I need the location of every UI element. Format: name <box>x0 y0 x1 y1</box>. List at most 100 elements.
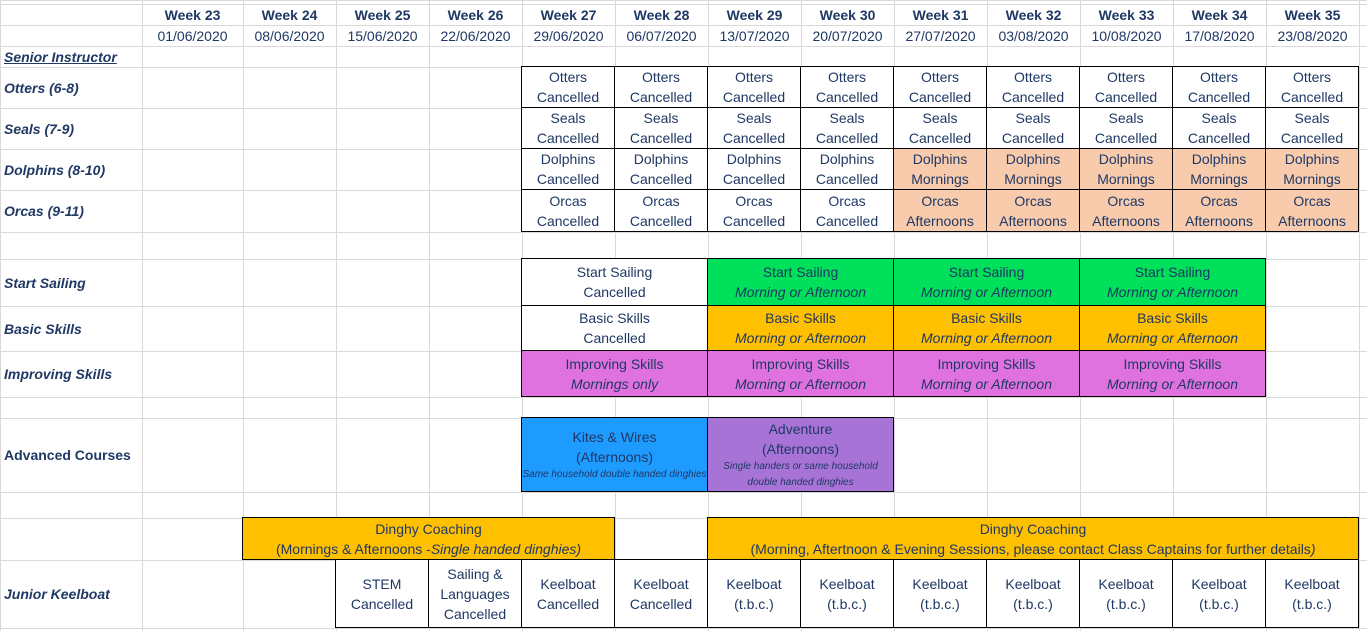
session-name: Basic Skills <box>765 310 836 326</box>
session-status: Cancelled <box>629 130 693 146</box>
session-name: Improving Skills <box>937 355 1036 372</box>
gridline-horizontal <box>0 628 1367 629</box>
kites-wires-block: Kites & Wires (Afternoons) Same household … <box>521 417 708 492</box>
session-status: Cancelled <box>1094 130 1158 146</box>
week-header: Week 31 <box>894 4 987 25</box>
session-name: Orcas <box>642 192 680 209</box>
week-date: 22/06/2020 <box>429 25 522 46</box>
session-status: Cancelled <box>629 595 693 612</box>
session-status: Cancelled <box>536 130 600 146</box>
dinghy-coaching-block: Dinghy Coaching (Mornings & Afternoons -S… <box>242 517 615 560</box>
session-name: Dolphins <box>1191 151 1247 167</box>
session-status: Cancelled <box>815 212 879 229</box>
keelboat-session: Keelboat (t.b.c.) <box>1079 559 1173 628</box>
row-label-basic-skills: Basic Skills <box>4 320 82 337</box>
session-name: Otters <box>1199 69 1239 85</box>
session-status: Cancelled <box>722 130 786 146</box>
session-name: Dolphins <box>1005 151 1061 167</box>
start-sailing-block: Start Sailing Morning or Afternoon <box>1079 258 1266 306</box>
week-date: 08/06/2020 <box>243 25 336 46</box>
dinghy-coaching-block: Dinghy Coaching (Morning, Aftertnoon & Ev… <box>707 517 1359 560</box>
keelboat-session: Keelboat (t.b.c.) <box>986 559 1080 628</box>
session-status: Cancelled <box>1280 89 1344 105</box>
keelboat-session: Keelboat (t.b.c.) <box>707 559 801 628</box>
session-status: (t.b.c.) <box>1013 595 1053 612</box>
session-note: Single handers or same household double … <box>723 460 878 488</box>
dolphins-session: Dolphins Cancelled <box>614 148 708 190</box>
gridline-horizontal <box>0 397 1367 398</box>
session-note: Same household double handed dinghies <box>522 468 707 480</box>
session-status: Mornings <box>1004 171 1062 187</box>
week-date: 15/06/2020 <box>336 25 429 46</box>
session-name: Sailing & <box>447 565 503 582</box>
session-name: Basic Skills <box>579 310 650 326</box>
session-slot: Morning or Afternoon <box>735 284 866 300</box>
session-name: Orcas <box>921 192 959 209</box>
dolphins-session: Dolphins Cancelled <box>521 148 615 190</box>
session-name: Seals <box>736 110 772 126</box>
week-header: Week 28 <box>615 4 708 25</box>
session-slot: Morning or Afternoon <box>921 375 1052 392</box>
keelboat-session: Keelboat (t.b.c.) <box>1172 559 1266 628</box>
session-name: Otters <box>734 69 774 85</box>
session-name: Keelboat <box>633 575 689 592</box>
session-slot: Morning or Afternoon <box>921 284 1052 300</box>
week-date: 17/08/2020 <box>1173 25 1266 46</box>
session-status: Cancelled <box>1187 130 1251 146</box>
week-header: Week 30 <box>801 4 894 25</box>
seals-session: Seals Cancelled <box>893 107 987 149</box>
session-name: Improving Skills <box>1123 355 1222 372</box>
session-name: Keelboat <box>1191 575 1247 592</box>
seals-session: Seals Cancelled <box>614 107 708 149</box>
orcas-session: Orcas Afternoons <box>1079 189 1173 232</box>
session-status: Cancelled <box>1187 89 1251 105</box>
session-name: Keelboat <box>1098 575 1154 592</box>
gridline-horizontal <box>0 232 1367 233</box>
session-status: Mornings <box>1283 171 1341 187</box>
session-status: Mornings <box>1190 171 1248 187</box>
week-header: Week 26 <box>429 4 522 25</box>
seals-session: Seals Cancelled <box>707 107 801 149</box>
session-name: Seals <box>1108 110 1144 126</box>
session-name: Orcas <box>1293 192 1331 209</box>
otters-session: Otters Cancelled <box>800 66 894 108</box>
session-name: Improving Skills <box>565 355 664 372</box>
session-name: Dolphins <box>540 151 596 167</box>
basic-skills-block: Basic Skills Morning or Afternoon <box>1079 305 1266 351</box>
session-name: Keelboat <box>1284 575 1340 592</box>
session-name: Start Sailing <box>1134 264 1211 280</box>
session-status: Cancelled <box>815 130 879 146</box>
session-slot: Morning or Afternoon <box>735 330 866 346</box>
session-status: Afternoons <box>1185 212 1253 229</box>
date-label: 08/06/2020 <box>254 27 325 44</box>
otters-session: Otters Cancelled <box>1265 66 1359 108</box>
week-date: 27/07/2020 <box>894 25 987 46</box>
week-header: Week 32 <box>987 4 1080 25</box>
session-status: Afternoons <box>906 212 974 229</box>
week-date: 23/08/2020 <box>1266 25 1359 46</box>
coaching-detail: (Morning, Aftertnoon & Evening Sessions,… <box>751 539 1316 559</box>
week-label: Week 29 <box>726 6 783 23</box>
row-label-otters: Otters (6-8) <box>4 79 79 96</box>
session-time: (Afternoons) <box>575 448 654 465</box>
session-status: Cancelled <box>536 212 600 229</box>
dolphins-session: Dolphins Cancelled <box>707 148 801 190</box>
session-name: Seals <box>922 110 958 126</box>
orcas-session: Orcas Afternoons <box>1265 189 1359 232</box>
start-sailing-block: Start Sailing Cancelled <box>521 258 708 306</box>
session-name: Otters <box>1013 69 1053 85</box>
seals-session: Seals Cancelled <box>800 107 894 149</box>
orcas-session: Orcas Cancelled <box>800 189 894 232</box>
session-status: (t.b.c.) <box>1106 595 1146 612</box>
session-status: Cancelled <box>722 212 786 229</box>
week-date: 03/08/2020 <box>987 25 1080 46</box>
coaching-detail-main: (Morning, Aftertnoon & Evening Sessions,… <box>750 540 1311 557</box>
otters-session: Otters Cancelled <box>986 66 1080 108</box>
week-header: Week 23 <box>142 4 243 25</box>
week-label: Week 26 <box>447 6 504 23</box>
session-status: Cancelled <box>908 89 972 105</box>
date-label: 15/06/2020 <box>347 27 418 44</box>
session-time: (Afternoons) <box>761 440 840 457</box>
session-status: (t.b.c.) <box>827 595 867 612</box>
session-name: Dolphins <box>819 151 875 167</box>
